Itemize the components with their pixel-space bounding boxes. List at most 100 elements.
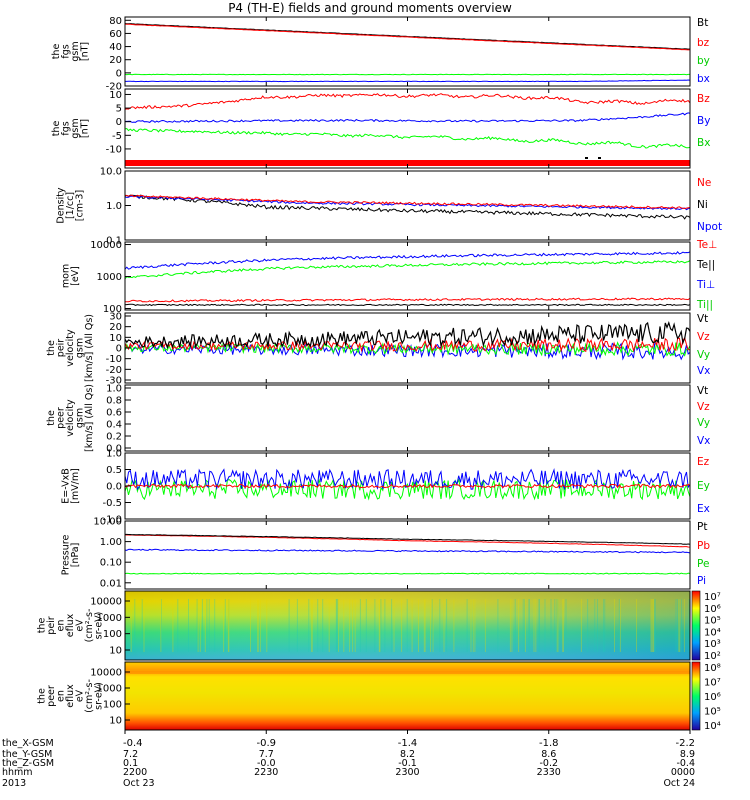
spectrogram-streak [654,599,656,652]
spectrogram-streak [497,599,499,652]
spectrogram-streak [654,599,656,652]
colorbar-scale [691,661,701,731]
y-tick-label: 10 [109,716,122,727]
y-tick-label: 100 [103,629,122,640]
spectrogram-streak [311,599,313,652]
legend-item: Vz [697,401,710,413]
spectrogram-streak [474,599,476,652]
x-tick-y-gsm: 8.6 [541,749,556,760]
panel-frame [124,520,691,590]
y-axis-label-line: [nPa] [70,543,81,568]
spectrogram-streak [308,599,310,652]
y-axis-label-line: Density [56,187,67,223]
spectrogram-streak [430,599,432,652]
x-tick-hhmm: 2330 [537,767,561,778]
spectrogram-streak [524,599,526,652]
spectrogram-streak [509,599,511,652]
legend-item: Ti⊥ [696,279,715,291]
y-axis-label-line: fgs [60,44,71,58]
spectrogram-streak [288,599,290,652]
spectrogram-streak [544,599,546,652]
y-axis-label-line: [mV/m] [70,468,81,504]
legend-item: Ez [697,456,710,468]
spectrogram-streak [197,599,199,652]
y-axis-label: mom[eV] [60,264,81,288]
y-axis-label-line: [eV] [70,266,81,286]
y-tick-label: 10000 [90,597,122,608]
y-tick-label: 0.01 [100,578,122,589]
spectrogram-streak [208,599,210,652]
legend-item: by [697,55,710,67]
y-tick-label: 1.0 [106,449,122,460]
x-tick-x-gsm: -1.4 [398,738,418,749]
y-axis-label-line: [1/cc] [65,192,76,219]
x-tick-y-gsm: 7.2 [123,749,138,760]
x-tick-hhmm: 2230 [254,767,278,778]
y-tick-label: 0.0 [106,482,122,493]
spectrogram-streak [557,599,559,652]
spectrogram-streak [365,599,367,652]
series-line-bx [125,79,691,83]
x-axis-row-label: the_Y-GSM [2,749,52,760]
spectrogram-streak [201,599,203,652]
spectrogram-streak [538,599,540,652]
y-tick-label: 5 [116,104,122,115]
legend-item: Pt [697,521,707,533]
x-tick-x-gsm: -2.2 [675,738,695,749]
spectrogram-streak [359,599,361,652]
spectrogram-streak [538,599,540,652]
panel-8: Pressure[nPa] 10.00 1.00 0.10 0.01 Pt Pb Pe Pi [60,517,710,590]
series-line-te [124,303,691,307]
y-tick-label: 0 [116,344,122,355]
y-axis-label-line: [km/s] (All Qs) [84,314,95,382]
status-mark [585,157,588,159]
status-bar [125,160,690,166]
legend-item: bx [697,73,710,85]
x-tick-hhmm: 2200 [123,767,147,778]
panel-frame [124,312,691,384]
y-axis-label-line: (cm²-s- [84,679,95,713]
spectrogram-streak [514,599,516,652]
spectrogram-streak [188,599,189,652]
y-tick-label: 0.10 [100,558,122,569]
spectrogram-streak [393,599,395,652]
spectrogram-streak [204,599,206,652]
spectrogram-streak [380,599,382,652]
spectrogram-streak [557,599,559,652]
panel-frame [124,384,691,452]
spectrogram-streak [651,599,653,652]
series-line-pe [124,572,691,575]
legend-item: Vx [697,435,710,447]
y-axis-label-line: the [51,44,62,60]
x-axis-row-label: the_Z-GSM [2,758,54,769]
y-axis-label-line: velocity [65,399,76,437]
spectrogram-streak [453,599,455,652]
y-tick-label: 1000 [97,613,122,624]
spectrogram-streak [224,599,226,652]
spectrogram-streak [562,599,564,652]
spectrogram-streak [683,599,685,652]
legend-item: Vt [697,313,708,325]
spectrogram-streak [466,599,468,652]
y-tick-label: 1.0 [106,201,122,212]
colorbar-label: 10³ [704,639,721,650]
y-axis-label-line: [nT] [79,119,90,138]
x-tick-date: Oct 23 [123,778,155,789]
legend-item: Npot [697,221,722,233]
series-line-pb [124,534,691,548]
y-tick-label: 1000 [97,684,122,695]
spectrogram-streak [336,599,338,652]
legend-item: Pb [697,540,710,552]
y-tick-label: 10 [109,646,122,657]
spectrogram-streak [352,599,354,652]
spectrogram-streak [418,599,419,652]
y-tick-label: 60 [109,29,122,40]
spectrogram-streak [677,599,679,652]
y-axis-label-line: sr-eV) [94,682,105,710]
y-axis-label-line: E=-VxB [60,468,71,503]
